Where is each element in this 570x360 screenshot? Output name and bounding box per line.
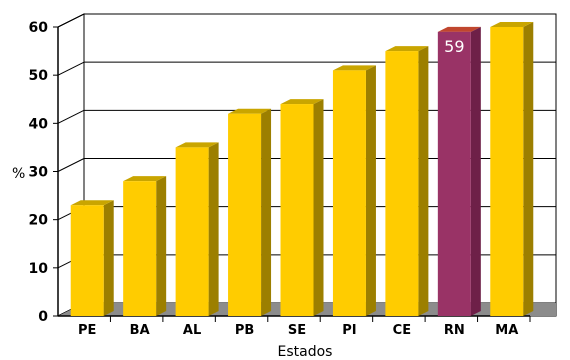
bar-ma [490,22,534,316]
y-tick-label: 30 [29,165,49,181]
bar [123,181,157,316]
gridline-side [57,158,85,172]
bar-top [332,65,376,71]
bar-ba [123,176,167,316]
bar [228,113,262,316]
bar-side [470,26,481,316]
y-tick-label: 10 [29,261,49,277]
bar-side [156,176,167,316]
bar-top [280,99,324,105]
bar-side [313,99,324,316]
x-tick-label: PI [342,323,356,338]
x-tick-label: MA [495,323,518,338]
bar-se [280,99,324,316]
y-tick-label: 0 [38,309,48,325]
data-label: 59 [444,37,464,56]
bars: 59 [70,22,534,317]
bar-al [175,142,219,316]
bar-top [385,46,429,52]
x-tick-label: AL [183,323,201,338]
y-axis-ticks: 0 10 20 30 40 50 60 [29,20,59,325]
bar-top [490,22,534,27]
bar [490,27,524,316]
gridline-side [57,13,85,28]
bar-top [123,176,167,182]
bar-top [437,26,481,32]
x-axis-title: Estados [278,344,333,360]
bar-side [523,22,534,316]
bar-ce [385,46,429,316]
bar-side [418,46,429,316]
bar-rn: 59 [437,26,481,317]
x-tick-label: RN [444,323,465,338]
bar [385,51,419,316]
gridline-side [57,61,85,76]
bar-side [208,142,219,316]
y-axis-title: % [12,166,25,182]
y-tick-label: 40 [29,116,49,132]
bar [70,205,104,316]
x-tick-label: PB [235,323,254,338]
x-axis-ticks: PE BA AL PB SE PI CE RN MA [78,316,531,338]
bar-pe [70,200,114,316]
bar-side [365,65,376,316]
bar-pb [228,108,272,316]
bar-top [175,142,219,148]
bar-top [70,200,114,206]
x-tick-label: PE [78,323,96,338]
x-tick-label: SE [288,323,306,338]
bar [175,147,209,316]
gridline-side [57,109,85,124]
bar [280,104,314,316]
bar-side [103,200,114,316]
bar [332,70,366,316]
y-tick-label: 50 [29,68,49,84]
bar [437,31,471,317]
x-tick-label: CE [393,323,411,338]
x-tick-label: BA [130,323,150,338]
bar-side [261,108,272,316]
y-tick-label: 60 [29,20,49,36]
bar-pi [332,65,376,316]
y-tick-label: 20 [29,213,49,229]
bar-top [228,108,272,114]
